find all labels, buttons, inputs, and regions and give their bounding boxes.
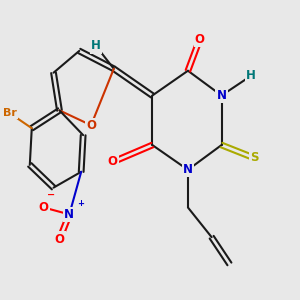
- Text: N: N: [64, 208, 74, 221]
- Text: H: H: [246, 69, 256, 82]
- Text: −: −: [46, 190, 55, 200]
- Text: O: O: [39, 201, 49, 214]
- Text: O: O: [108, 155, 118, 168]
- Text: Br: Br: [3, 108, 17, 118]
- Text: N: N: [217, 89, 226, 102]
- Text: S: S: [250, 152, 258, 164]
- Text: O: O: [195, 32, 205, 46]
- Text: O: O: [86, 119, 96, 132]
- Text: +: +: [77, 200, 84, 208]
- Text: O: O: [54, 233, 64, 246]
- Text: N: N: [183, 163, 193, 176]
- Text: H: H: [91, 40, 101, 52]
